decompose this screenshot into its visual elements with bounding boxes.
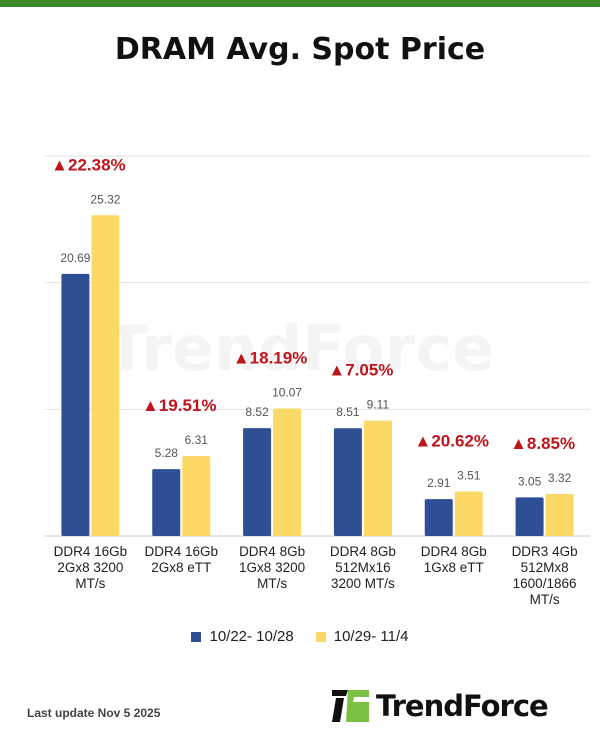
data-label: 9.11: [367, 398, 390, 412]
legend-swatch-yellow: [315, 631, 326, 642]
change-annotation: ▲18.19%: [233, 348, 307, 367]
data-label: 25.32: [90, 192, 120, 206]
bar: [61, 273, 90, 536]
bar: [454, 491, 483, 536]
bar: [424, 499, 453, 536]
change-annotation: ▲7.05%: [328, 361, 393, 380]
legend-item-2: 10/29- 11/4: [315, 628, 409, 645]
data-label: 8.51: [336, 405, 360, 419]
bar: [91, 215, 120, 536]
change-annotation: ▲20.62%: [415, 432, 489, 451]
legend-label: 10/22- 10/28: [209, 628, 294, 645]
legend-item-1: 10/22- 10/28: [191, 628, 294, 645]
category-label: MT/s: [75, 576, 105, 591]
data-label: 2.91: [427, 476, 451, 490]
data-label: 8.52: [245, 405, 269, 419]
change-annotation: ▲8.85%: [510, 434, 575, 453]
bar: [545, 493, 574, 536]
category-label: DDR3 4Gb: [512, 544, 578, 559]
category-label: DDR4 16Gb: [144, 544, 218, 559]
category-label: 1600/1866: [513, 576, 577, 591]
logo-text: TrendForce: [376, 689, 549, 723]
category-label: DDR4 16Gb: [54, 544, 128, 559]
legend-swatch-blue: [191, 631, 202, 642]
change-annotation: ▲19.51%: [142, 396, 216, 415]
bar: [182, 456, 211, 536]
bar: [515, 497, 544, 536]
bar: [363, 420, 392, 536]
category-label: 2Gx8 3200: [57, 560, 123, 575]
category-label: 3200 MT/s: [331, 576, 395, 591]
trendforce-logo-icon: [332, 690, 369, 722]
data-label: 10.07: [272, 385, 302, 399]
category-label: 512Mx16: [335, 560, 391, 575]
data-label: 6.31: [185, 433, 209, 447]
category-label: 512Mx8: [521, 560, 569, 575]
chart-title: DRAM Avg. Spot Price: [114, 32, 486, 67]
data-label: 3.51: [457, 469, 481, 483]
bar: [152, 469, 181, 536]
category-label: 2Gx8 eTT: [151, 560, 211, 575]
category-label: MT/s: [257, 576, 287, 591]
category-label: 1Gx8 3200: [239, 560, 305, 575]
legend: 10/22- 10/28 10/29- 11/4: [0, 628, 600, 645]
data-label: 3.32: [548, 471, 572, 485]
legend-label: 10/29- 11/4: [333, 628, 409, 645]
category-label: MT/s: [530, 592, 560, 607]
bar: [273, 408, 302, 536]
data-label: 5.28: [155, 446, 179, 460]
trendforce-logo: TrendForce: [332, 688, 549, 724]
category-label: DDR4 8Gb: [421, 544, 487, 559]
last-update: Last update Nov 5 2025: [27, 706, 161, 720]
category-label: DDR4 8Gb: [330, 544, 396, 559]
bar: [243, 428, 272, 536]
change-annotation: ▲22.38%: [51, 155, 125, 174]
data-label: 3.05: [518, 474, 542, 488]
bar: [333, 428, 362, 536]
category-label: 1Gx8 eTT: [424, 560, 484, 575]
data-label: 20.69: [60, 251, 90, 265]
watermark: TrendForce: [106, 312, 494, 385]
top-accent-bar: [0, 0, 600, 7]
category-label: DDR4 8Gb: [239, 544, 305, 559]
